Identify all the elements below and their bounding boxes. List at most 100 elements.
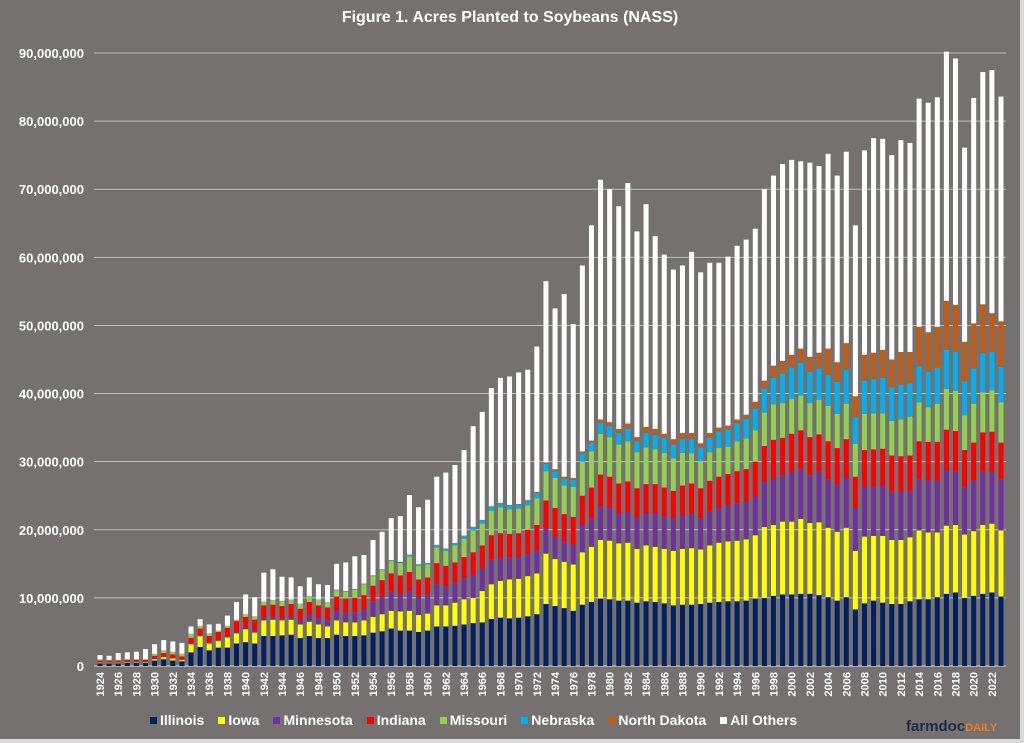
bar-segment-iowa	[661, 548, 667, 604]
bar-segment-missouri	[834, 413, 840, 449]
bar-segment-missouri	[179, 653, 185, 657]
x-tick-label: 1986	[659, 672, 671, 696]
bar-segment-missouri	[780, 403, 786, 438]
bar-segment-iowa	[861, 536, 867, 604]
bar-segment-illinois	[197, 646, 203, 666]
x-tick-label: 1928	[131, 672, 143, 696]
bar-segment-nebraska	[561, 478, 567, 486]
bar-segment-iowa	[670, 550, 676, 606]
bar-segment-north-dakota	[916, 326, 922, 367]
bar-segment-minnesota	[670, 518, 676, 551]
bar-segment-north-dakota	[525, 500, 531, 502]
y-tick-label: 60,000,000	[19, 250, 84, 265]
bar-segment-north-dakota	[761, 380, 767, 389]
bar-segment-iowa	[679, 548, 685, 605]
bar-segment-indiana	[452, 562, 458, 583]
bar-segment-iowa	[188, 644, 194, 653]
bar-segment-missouri	[561, 485, 567, 515]
bar-segment-illinois	[106, 663, 112, 666]
bar-segment-nebraska	[716, 431, 722, 449]
bar-segment-illinois	[962, 597, 968, 666]
bar-segment-illinois	[334, 634, 340, 666]
bar-segment-indiana	[689, 483, 695, 515]
bar-segment-iowa	[197, 636, 203, 647]
bar-segment-iowa	[579, 552, 585, 605]
bar-segment-missouri	[643, 447, 649, 485]
bar-segment-iowa	[243, 629, 249, 643]
bar-segment-iowa	[115, 662, 121, 664]
bar-segment-missouri	[516, 508, 522, 534]
bar-segment-all-others	[488, 388, 494, 507]
bar-segment-minnesota	[461, 578, 467, 600]
bar-segment-illinois	[971, 595, 977, 666]
bar-segment-all-others	[288, 577, 294, 600]
bar-segment-north-dakota	[952, 305, 958, 353]
x-tick-label: 1954	[368, 671, 380, 696]
x-tick-label: 1976	[568, 672, 580, 696]
bar-segment-indiana	[570, 516, 576, 545]
bar-segment-illinois	[315, 638, 321, 666]
bar-segment-all-others	[943, 51, 949, 301]
bar-segment-missouri	[525, 505, 531, 530]
bar-segment-illinois	[880, 602, 886, 666]
x-tick-label: 2018	[950, 672, 962, 696]
bar-segment-all-others	[698, 272, 704, 444]
legend-label: North Dakota	[618, 712, 707, 728]
bar-segment-minnesota	[716, 507, 722, 543]
bar-segment-indiana	[861, 450, 867, 488]
bar-segment-north-dakota	[798, 348, 804, 363]
bar-segment-missouri	[670, 458, 676, 491]
bar-segment-all-others	[252, 597, 258, 617]
bar-segment-all-others	[852, 225, 858, 397]
bar-segment-minnesota	[971, 480, 977, 532]
bar-segment-nebraska	[652, 435, 658, 450]
bar-segment-nebraska	[998, 366, 1004, 403]
bar-segment-illinois	[834, 600, 840, 666]
y-tick-label: 90,000,000	[19, 46, 84, 61]
bar-segment-north-dakota	[679, 433, 685, 440]
bar-segment-indiana	[261, 605, 267, 618]
bar-segment-missouri	[679, 452, 685, 486]
bar-segment-illinois	[507, 618, 513, 666]
bar-segment-nebraska	[925, 371, 931, 408]
bar-segment-iowa	[616, 543, 622, 601]
bar-segment-nebraska	[670, 444, 676, 459]
bar-segment-indiana	[807, 437, 813, 476]
bar-segment-indiana	[770, 439, 776, 479]
x-tick-label: 1940	[241, 672, 253, 696]
bar-segment-illinois	[816, 595, 822, 666]
bar-segment-nebraska	[752, 408, 758, 431]
bar-segment-north-dakota	[980, 304, 986, 354]
bar-segment-nebraska	[916, 366, 922, 403]
bar-segment-north-dakota	[825, 348, 831, 376]
bar-segment-north-dakota	[634, 437, 640, 442]
bar-segment-iowa	[425, 613, 431, 631]
bar-segment-iowa	[470, 597, 476, 624]
bar-segment-nebraska	[643, 433, 649, 448]
bar-segment-iowa	[270, 619, 276, 637]
bar-segment-illinois	[643, 601, 649, 666]
bar-segment-iowa	[543, 553, 549, 605]
bar-segment-iowa	[124, 661, 130, 663]
legend-label: Iowa	[228, 712, 260, 728]
bar-segment-illinois	[679, 604, 685, 666]
bar-segment-iowa	[707, 545, 713, 603]
bar-segment-illinois	[825, 597, 831, 666]
bar-segment-minnesota	[998, 479, 1004, 531]
bar-segment-all-others	[789, 159, 795, 355]
bar-segment-missouri	[579, 461, 585, 496]
bar-segment-missouri	[315, 599, 321, 606]
bar-segment-indiana	[279, 606, 285, 619]
bar-segment-nebraska	[588, 442, 594, 452]
bar-segment-minnesota	[334, 610, 340, 621]
bar-segment-missouri	[962, 415, 968, 451]
bar-segment-minnesota	[707, 511, 713, 546]
bar-segment-iowa	[916, 530, 922, 600]
bar-segment-north-dakota	[616, 428, 622, 434]
bar-segment-iowa	[689, 548, 695, 605]
bar-segment-illinois	[707, 602, 713, 666]
bar-segment-illinois	[352, 636, 358, 666]
bar-segment-indiana	[406, 572, 412, 592]
bar-segment-illinois	[907, 601, 913, 666]
bar-segment-indiana	[825, 441, 831, 480]
